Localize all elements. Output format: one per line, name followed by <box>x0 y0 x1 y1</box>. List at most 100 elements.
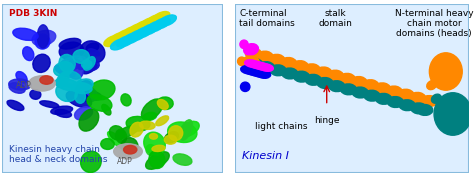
Ellipse shape <box>149 150 165 169</box>
Ellipse shape <box>152 12 170 23</box>
Ellipse shape <box>141 24 158 35</box>
Ellipse shape <box>256 50 274 63</box>
Ellipse shape <box>55 78 80 91</box>
Ellipse shape <box>247 60 262 69</box>
Ellipse shape <box>157 99 168 109</box>
Text: stalk
domain: stalk domain <box>319 9 353 28</box>
Ellipse shape <box>51 106 73 115</box>
Ellipse shape <box>253 62 268 70</box>
Ellipse shape <box>86 43 99 52</box>
Ellipse shape <box>281 67 299 80</box>
Ellipse shape <box>134 21 152 32</box>
Text: PDB 3KIN: PDB 3KIN <box>9 9 57 18</box>
Ellipse shape <box>164 135 177 144</box>
Ellipse shape <box>420 95 438 107</box>
Ellipse shape <box>59 71 81 87</box>
Ellipse shape <box>246 58 264 70</box>
Ellipse shape <box>416 104 434 116</box>
Ellipse shape <box>315 66 332 79</box>
Ellipse shape <box>67 59 84 79</box>
Ellipse shape <box>253 68 268 78</box>
Ellipse shape <box>102 104 111 115</box>
Text: C-terminal
tail domains: C-terminal tail domains <box>239 9 295 28</box>
Ellipse shape <box>59 42 83 60</box>
Ellipse shape <box>128 30 146 41</box>
Ellipse shape <box>73 50 89 63</box>
Text: Kinesin heavy chain
head & neck domains: Kinesin heavy chain head & neck domains <box>9 145 108 164</box>
Ellipse shape <box>240 65 255 75</box>
Ellipse shape <box>244 44 258 55</box>
Ellipse shape <box>110 32 128 44</box>
Ellipse shape <box>387 96 404 108</box>
Ellipse shape <box>78 86 97 102</box>
Ellipse shape <box>179 121 199 137</box>
Ellipse shape <box>340 83 357 95</box>
Ellipse shape <box>82 60 92 68</box>
Ellipse shape <box>169 126 183 141</box>
Ellipse shape <box>116 129 127 143</box>
Ellipse shape <box>434 93 472 135</box>
Ellipse shape <box>240 82 250 92</box>
Ellipse shape <box>56 83 77 102</box>
Ellipse shape <box>144 132 165 155</box>
Ellipse shape <box>9 83 25 93</box>
Ellipse shape <box>292 60 309 72</box>
Ellipse shape <box>114 144 142 159</box>
Ellipse shape <box>243 66 258 75</box>
Ellipse shape <box>90 80 115 100</box>
Ellipse shape <box>250 68 265 77</box>
Ellipse shape <box>59 38 81 49</box>
Ellipse shape <box>121 138 138 154</box>
Ellipse shape <box>150 134 157 139</box>
Ellipse shape <box>78 59 89 70</box>
Ellipse shape <box>143 112 157 121</box>
Ellipse shape <box>135 27 152 38</box>
Ellipse shape <box>180 120 192 140</box>
Ellipse shape <box>362 79 379 91</box>
Text: hinge: hinge <box>314 116 339 125</box>
Ellipse shape <box>427 81 437 90</box>
Ellipse shape <box>7 100 24 110</box>
Ellipse shape <box>23 47 34 61</box>
Ellipse shape <box>54 62 73 76</box>
Ellipse shape <box>304 74 322 86</box>
Ellipse shape <box>104 35 121 47</box>
Ellipse shape <box>350 76 368 88</box>
Ellipse shape <box>101 139 114 149</box>
Ellipse shape <box>244 59 259 68</box>
Ellipse shape <box>157 97 173 110</box>
Ellipse shape <box>130 122 143 137</box>
Ellipse shape <box>85 61 99 71</box>
Ellipse shape <box>146 152 169 169</box>
Ellipse shape <box>32 30 56 46</box>
Ellipse shape <box>146 15 164 26</box>
Ellipse shape <box>37 25 49 48</box>
Ellipse shape <box>257 61 275 73</box>
Ellipse shape <box>74 107 92 120</box>
Ellipse shape <box>269 64 287 76</box>
Ellipse shape <box>9 79 31 90</box>
Ellipse shape <box>146 145 156 156</box>
Ellipse shape <box>152 145 165 152</box>
Ellipse shape <box>116 29 133 41</box>
Ellipse shape <box>246 67 262 76</box>
Ellipse shape <box>240 40 248 48</box>
Ellipse shape <box>59 56 86 70</box>
Ellipse shape <box>80 41 105 63</box>
Ellipse shape <box>431 94 441 103</box>
Ellipse shape <box>108 132 126 149</box>
Ellipse shape <box>243 56 259 67</box>
Ellipse shape <box>13 28 38 40</box>
Ellipse shape <box>250 61 265 70</box>
Ellipse shape <box>117 36 134 47</box>
Ellipse shape <box>16 72 27 83</box>
Ellipse shape <box>429 53 462 90</box>
Ellipse shape <box>173 154 192 165</box>
Ellipse shape <box>110 39 128 50</box>
Ellipse shape <box>398 99 416 111</box>
Ellipse shape <box>29 76 55 91</box>
Ellipse shape <box>409 92 426 104</box>
Ellipse shape <box>79 109 99 131</box>
Text: ADP: ADP <box>16 81 31 90</box>
Ellipse shape <box>385 85 403 98</box>
